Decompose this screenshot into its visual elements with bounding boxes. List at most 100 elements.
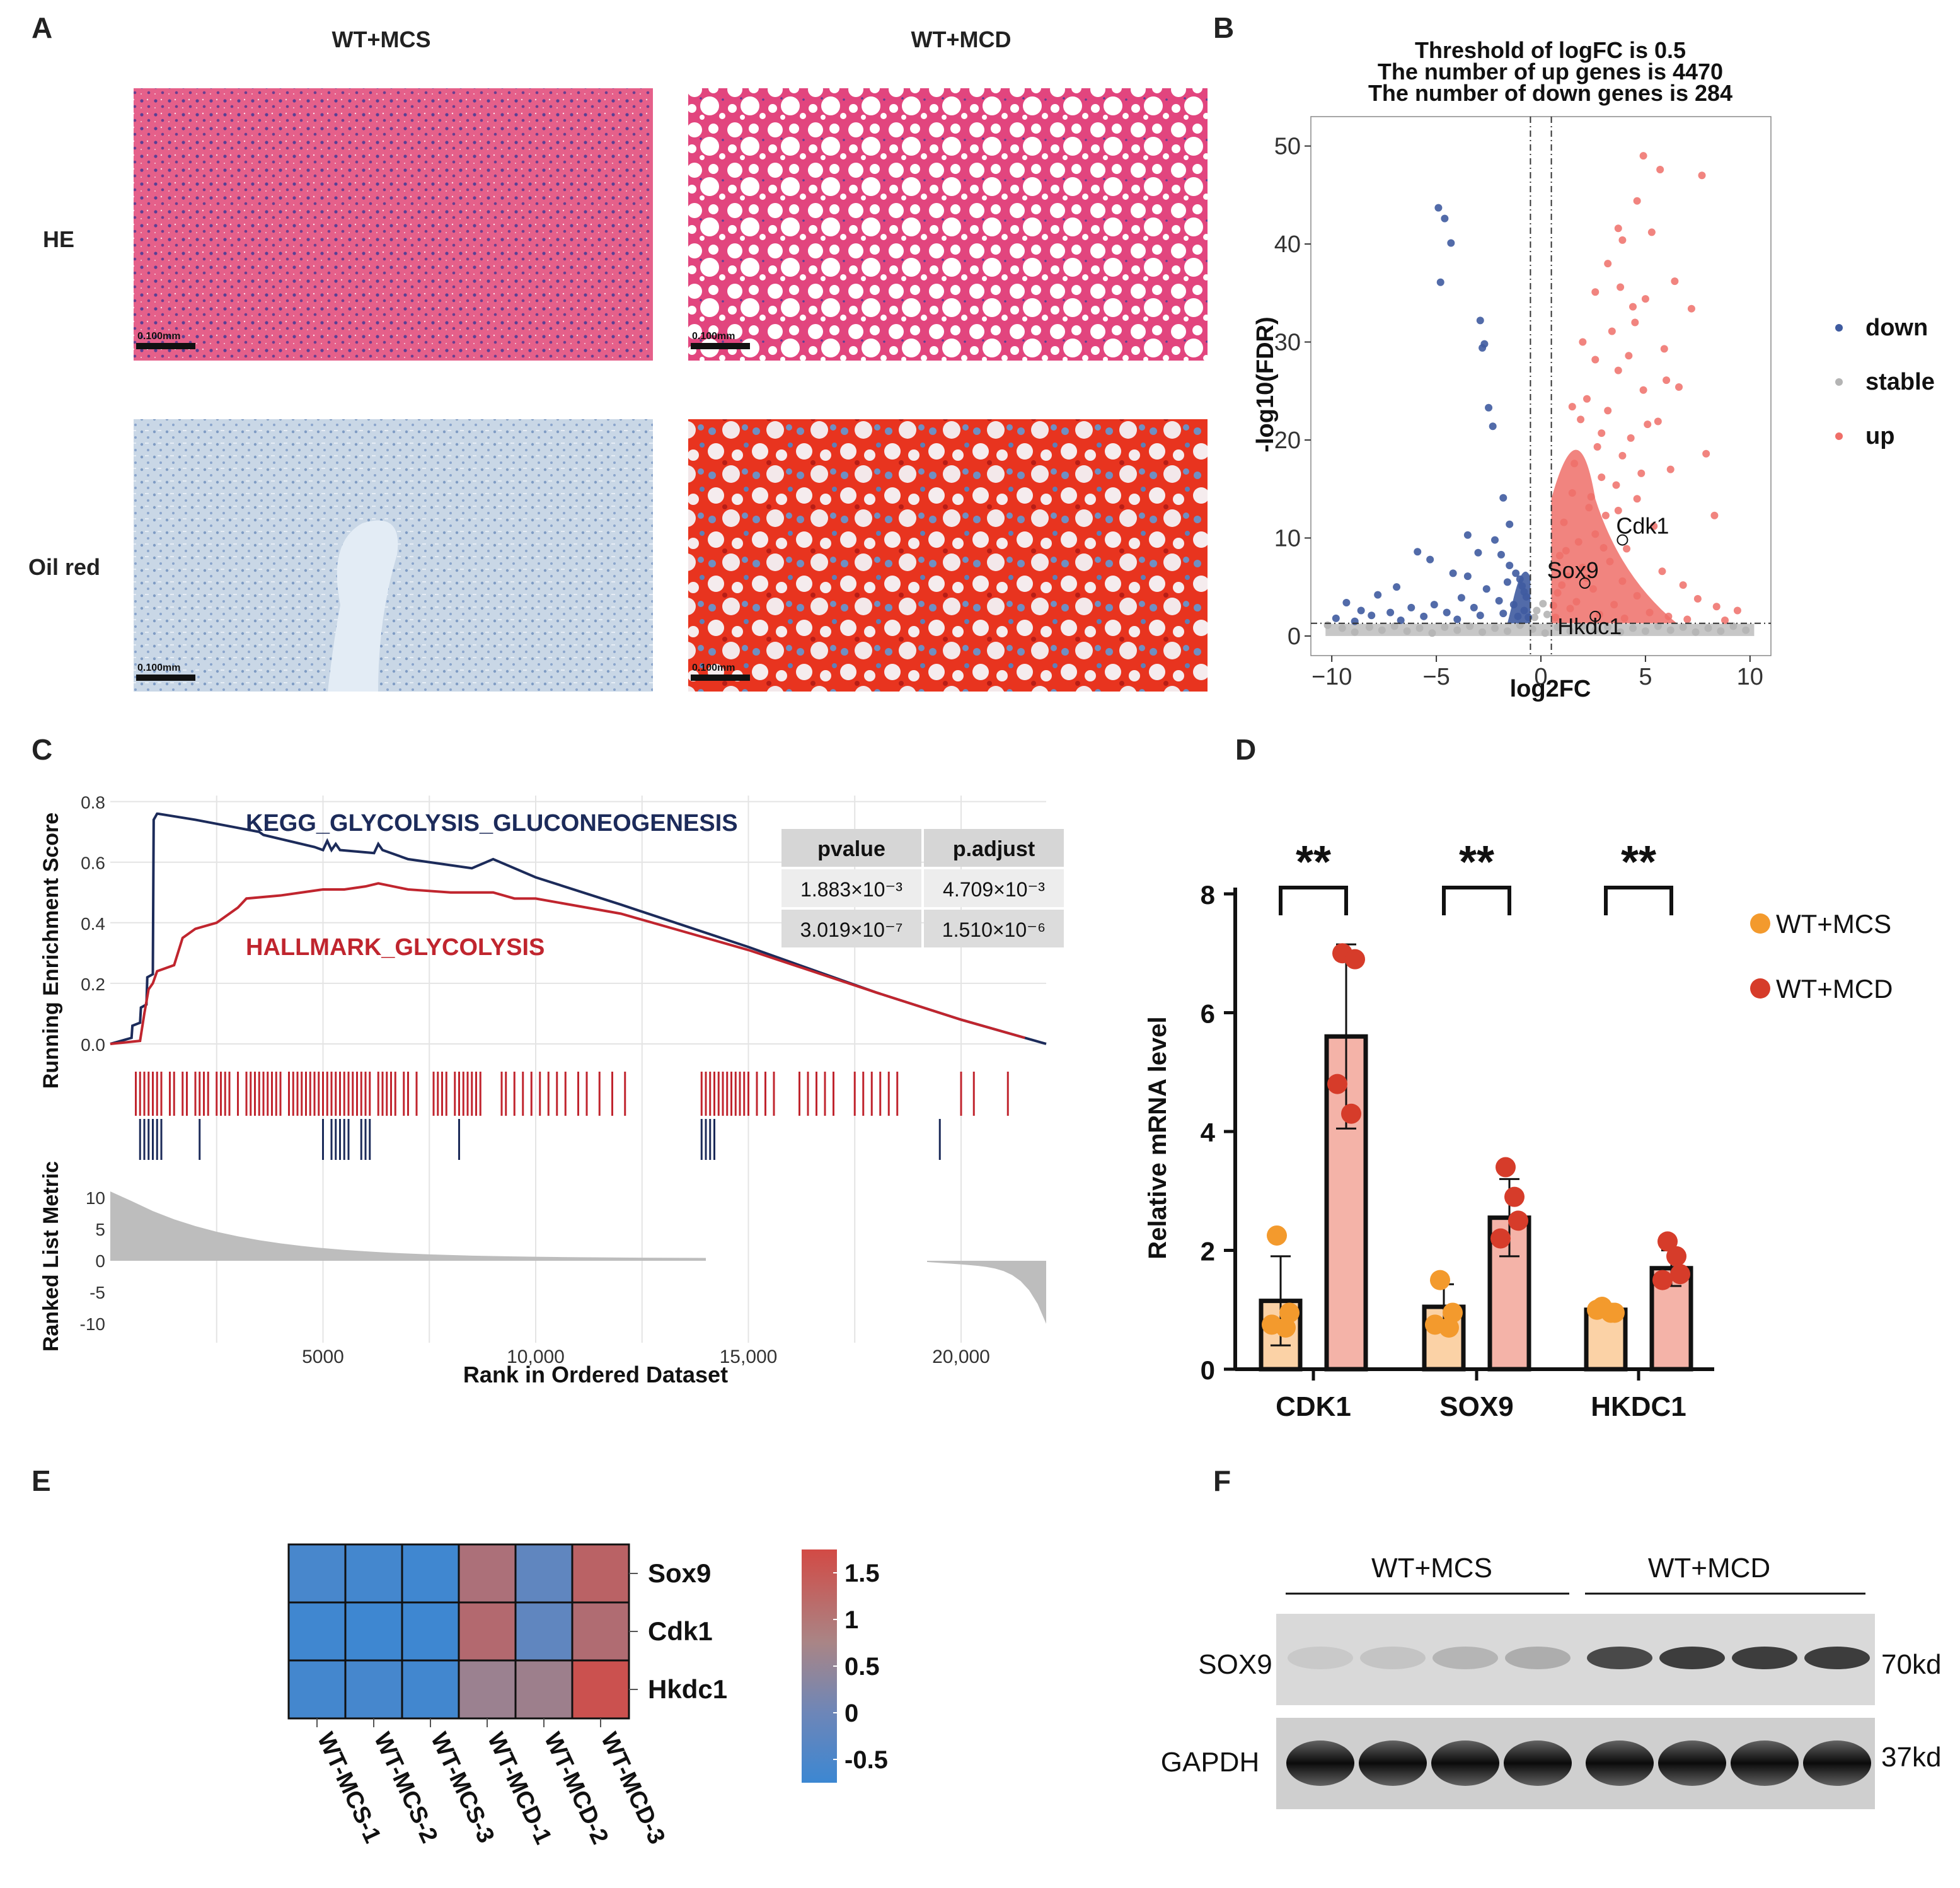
scale-bar	[136, 675, 195, 681]
volcano-xlabel: log2FC	[1510, 676, 1591, 702]
heatmap-cell	[514, 1601, 574, 1662]
panel-d-bar-chart: 0 2 4 6 8 CDK1 SOX9 HKDC1 ** ** ** Relative mRNA …	[1144, 837, 1893, 1422]
category-label: SOX9	[1439, 1391, 1513, 1422]
up-point	[1666, 465, 1675, 473]
heatmap-cell	[401, 1659, 460, 1720]
data-point-mcd	[1327, 1074, 1347, 1094]
table-header-cell	[781, 829, 921, 867]
down-point	[1368, 611, 1376, 620]
up-point	[1618, 236, 1627, 244]
up-point	[1612, 481, 1620, 489]
down-point	[1474, 548, 1482, 557]
gene-label-marker	[1579, 577, 1591, 589]
heatmap-cell	[458, 1601, 517, 1662]
scale-label: 0.100mm	[692, 331, 735, 342]
y-tick-label: 0	[1288, 623, 1301, 650]
table-cell	[924, 910, 1064, 947]
down-point	[1503, 578, 1511, 586]
down-point	[1457, 594, 1465, 602]
sox9-band	[1732, 1647, 1797, 1669]
legend-up: up	[1865, 423, 1894, 449]
down-point	[1463, 531, 1472, 539]
up-point	[1687, 304, 1695, 313]
data-point-mcs	[1601, 1302, 1621, 1323]
up-point	[1614, 224, 1622, 233]
gsea-ylabel-es: Running Enrichment Score	[39, 813, 63, 1089]
down-point	[1463, 572, 1472, 581]
table-kegg-padjust: 4.709×10⁻³	[943, 878, 1045, 901]
sox9-band	[1288, 1647, 1353, 1669]
heatmap-cell	[287, 1659, 347, 1720]
scale-bar	[691, 343, 750, 349]
down-point	[1499, 494, 1507, 502]
down-point	[1506, 561, 1514, 569]
heatmap-cell	[571, 1601, 630, 1662]
down-point	[1426, 555, 1434, 564]
es-tick-label: 0.2	[81, 975, 105, 994]
up-point	[1647, 228, 1656, 236]
data-point-mcd	[1666, 1246, 1686, 1266]
up-point	[1617, 283, 1625, 291]
up-point	[1637, 469, 1646, 477]
up-point	[1568, 403, 1576, 411]
gapdh-band	[1586, 1740, 1654, 1786]
metric-tick-label: 0	[95, 1251, 105, 1271]
table-header-pvalue: pvalue	[817, 837, 885, 861]
volcano-legend: down stable up	[1835, 315, 1935, 449]
down-point	[1397, 617, 1405, 625]
y-tick-label: 40	[1274, 231, 1301, 258]
down-point	[1407, 603, 1415, 611]
gene-label-marker	[1617, 534, 1629, 546]
up-point	[1583, 395, 1591, 403]
down-point	[1443, 608, 1451, 617]
panel-label-a: A	[32, 11, 52, 44]
significance-bracket	[1442, 886, 1511, 915]
up-point	[1644, 420, 1652, 429]
x-tick-label: 5	[1639, 664, 1652, 690]
bar-bars	[1259, 943, 1693, 1372]
heatmap-cells	[287, 1543, 630, 1720]
scale-label: 0.100mm	[137, 663, 181, 673]
bar-significance: ** ** **	[1279, 837, 1673, 915]
table-header-padjust: p.adjust	[953, 837, 1035, 861]
panel-label-e: E	[32, 1464, 51, 1497]
bar-legend: WT+MCS WT+MCD	[1750, 909, 1893, 1004]
up-point	[1683, 615, 1692, 623]
legend-tick-label: 0	[845, 1700, 858, 1727]
legend-down: down	[1865, 315, 1928, 341]
heatmap-cell	[287, 1601, 347, 1662]
sox9-band	[1360, 1647, 1426, 1669]
down-point	[1495, 596, 1503, 605]
heatmap-cell	[401, 1601, 460, 1662]
blot-size-70kd: 70kd	[1881, 1649, 1941, 1680]
micrograph-oil-mcd	[688, 419, 1208, 692]
y-tick-label: 20	[1274, 427, 1301, 454]
scale-label: 0.100mm	[137, 331, 181, 342]
up-point	[1631, 318, 1639, 327]
panel-a-micrographs: WT+MCS WT+MCD HE Oil red 0.100mm 0.100mm…	[28, 26, 1208, 692]
volcano-axes: −10 −5 0 5 10 0 10 20 30 40 50	[1274, 134, 1763, 690]
x-tick-label: 10,000	[507, 1347, 565, 1367]
blot-group-mcs: WT+MCS	[1371, 1553, 1492, 1584]
up-point	[1733, 606, 1741, 615]
heatmap-cell	[571, 1659, 630, 1720]
es-tick-label: 0.6	[81, 854, 105, 873]
legend-mcd-marker	[1750, 978, 1770, 999]
heatmap-cell	[458, 1659, 517, 1720]
down-point	[1420, 612, 1428, 620]
up-point	[1593, 443, 1601, 451]
heatmap-cell	[514, 1659, 574, 1720]
gsea-x-axis: 5000 10,000 15,000 20,000	[302, 1347, 990, 1367]
significance-stars: **	[1459, 837, 1494, 888]
up-point	[1656, 165, 1664, 173]
y-tick-label: 10	[1274, 525, 1301, 552]
gene-label: Sox9	[1547, 557, 1599, 583]
table-hallmark-padjust: 1.510×10⁻⁶	[942, 918, 1046, 941]
data-point-mcd	[1341, 1103, 1361, 1124]
metric-positive-area	[110, 1191, 706, 1261]
heatmap-cell	[344, 1543, 403, 1604]
y-tick-label: 0	[1201, 1355, 1215, 1385]
up-point	[1639, 386, 1647, 394]
volcano-thresholds	[1311, 117, 1771, 656]
